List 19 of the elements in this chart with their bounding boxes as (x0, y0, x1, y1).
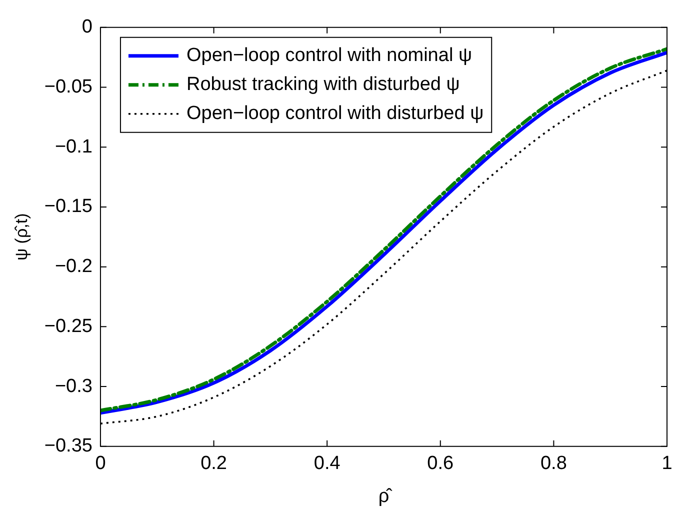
x-tick-label: 0.4 (314, 453, 341, 474)
y-tick-label: −0.3 (54, 376, 92, 397)
x-tick-label: 0 (95, 453, 106, 474)
y-tick-label: −0.05 (44, 76, 92, 98)
x-axis-title: ρ̂ (378, 486, 394, 507)
y-tick-label: −0.15 (44, 196, 92, 218)
x-tick-label: 1 (662, 453, 672, 474)
legend-label: Robust tracking with disturbed ψ (186, 74, 460, 96)
y-tick-label: −0.1 (54, 136, 92, 158)
legend-label: Open−loop control with nominal ψ (186, 45, 472, 66)
y-tick-label: −0.25 (44, 316, 92, 337)
x-tick-label: 0.6 (427, 453, 454, 474)
x-tick-label: 0.8 (540, 453, 567, 474)
y-axis-title: ψ (ρ̂,t) (12, 213, 31, 261)
y-tick-label: 0 (82, 16, 92, 38)
y-tick-label: −0.2 (54, 256, 92, 278)
y-tick-label: −0.35 (44, 436, 92, 457)
legend-label: Open−loop control with disturbed ψ (186, 103, 484, 124)
x-tick-label: 0.2 (200, 453, 227, 474)
